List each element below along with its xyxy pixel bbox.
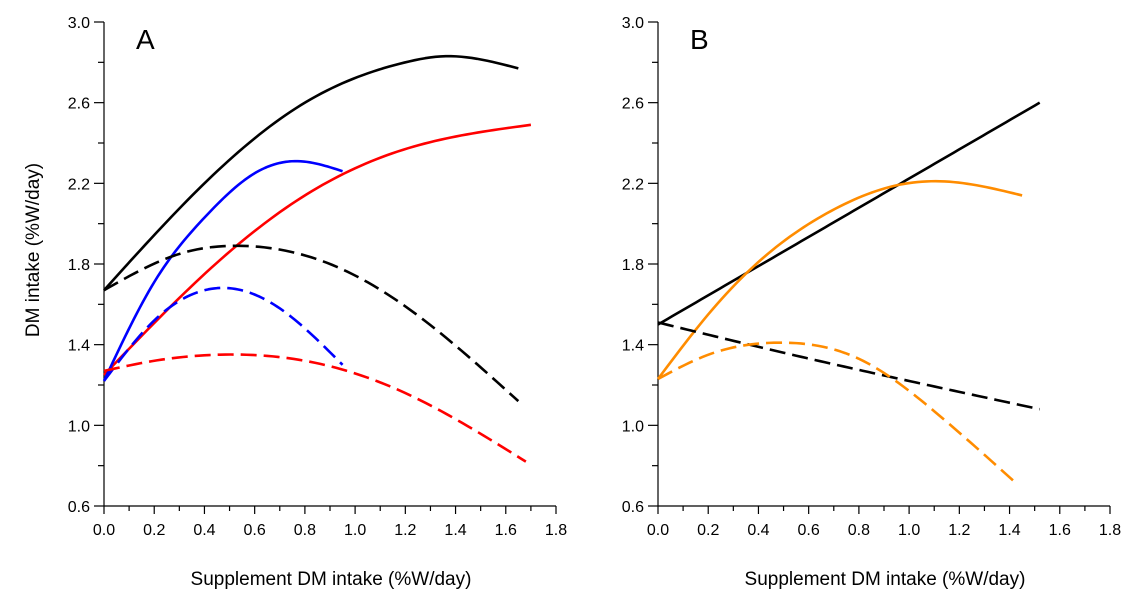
- x-tick-label: 1.0: [344, 522, 366, 539]
- y-tick-label: 2.2: [68, 176, 90, 193]
- y-axis-title: DM intake (%W/day): [23, 163, 44, 337]
- x-tick-label: 1.6: [1049, 522, 1071, 539]
- series-line-4: [657, 341, 1016, 483]
- y-tick-label: 3.0: [68, 15, 90, 32]
- x-tick-label: 1.4: [998, 522, 1020, 539]
- series-line-1: [103, 54, 519, 292]
- x-tick-label: 1.8: [545, 522, 567, 539]
- x-tick-label: 0.0: [93, 522, 115, 539]
- x-tick-label: 0.4: [747, 522, 769, 539]
- panel-a: 0.6 1.0 1.4 1.8 2.2 2.6 3.0 0.0 0.2 0.4 0.6 0.8 1.0 1…: [68, 15, 567, 539]
- x-tick-label: 1.6: [495, 522, 517, 539]
- y-tick-label: 0.6: [622, 499, 644, 516]
- y-tick-label: 1.8: [68, 257, 90, 274]
- y-tick-label: 2.2: [622, 176, 644, 193]
- y-tick-label: 1.4: [622, 338, 644, 355]
- y-tick-label: 1.4: [68, 338, 90, 355]
- y-tick-label: 1.0: [622, 418, 644, 435]
- y-tick-label: 1.8: [622, 257, 644, 274]
- x-tick-label: 1.0: [898, 522, 920, 539]
- series-line-5: [102, 286, 344, 382]
- x-tick-label: 0.6: [798, 522, 820, 539]
- x-tick-label: 0.2: [143, 522, 165, 539]
- y-tick-label: 2.6: [622, 96, 644, 113]
- x-tick-label: 0.0: [647, 522, 669, 539]
- x-tick-label: 0.8: [848, 522, 870, 539]
- series-line-2: [656, 179, 1023, 380]
- x-tick-label: 0.2: [697, 522, 719, 539]
- x-tick-label: 1.2: [948, 522, 970, 539]
- series-line-1: [657, 101, 1041, 326]
- y-tick-label: 1.0: [68, 418, 90, 435]
- x-tick-label: 0.4: [193, 522, 215, 539]
- x-tick-label: 0.8: [294, 522, 316, 539]
- x-tick-label: 1.4: [444, 522, 466, 539]
- y-tick-label: 3.0: [622, 15, 644, 32]
- panel-label: A: [136, 24, 155, 55]
- x-tick-label: 1.2: [394, 522, 416, 539]
- panel-label: B: [690, 24, 709, 55]
- series-line-3: [657, 321, 1040, 411]
- x-tick-label: 1.8: [1099, 522, 1121, 539]
- y-tick-label: 0.6: [68, 499, 90, 516]
- x-axis-title-a: Supplement DM intake (%W/day): [191, 569, 472, 590]
- series-line-4: [103, 244, 520, 403]
- x-axis-title-b: Supplement DM intake (%W/day): [745, 569, 1026, 590]
- panel-b: 0.6 1.0 1.4 1.8 2.2 2.6 3.0 0.0 0.2 0.4 0.6 0.8 1.0 1…: [622, 15, 1121, 539]
- y-tick-label: 2.6: [68, 96, 90, 113]
- series-line-3: [102, 159, 343, 382]
- x-tick-label: 0.6: [244, 522, 266, 539]
- series-line-6: [103, 353, 527, 463]
- series-line-2: [103, 123, 532, 376]
